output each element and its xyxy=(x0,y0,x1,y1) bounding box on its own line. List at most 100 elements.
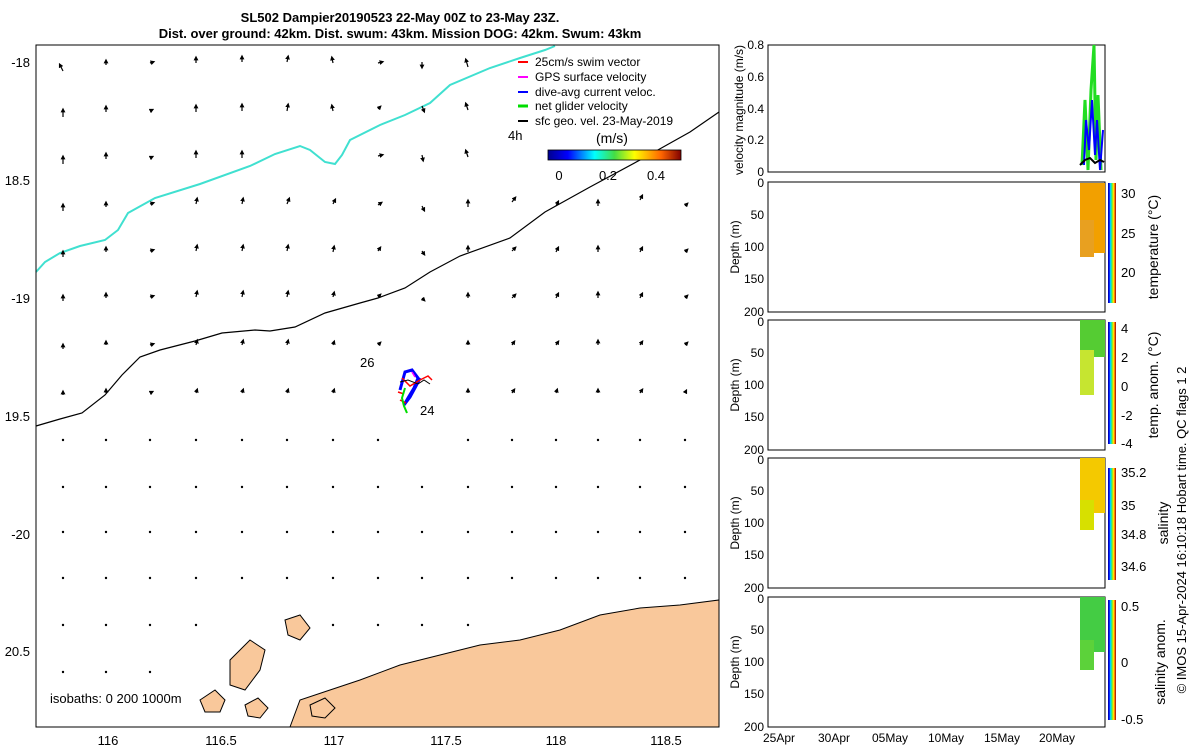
vector-dot xyxy=(104,530,108,534)
vector-dot xyxy=(285,485,289,489)
vector xyxy=(638,340,644,346)
vector-dot xyxy=(148,485,152,489)
vector xyxy=(376,293,382,299)
colorbar-tick: 0 xyxy=(555,168,562,183)
vector xyxy=(330,103,335,112)
velocity-series-blue xyxy=(1083,99,1104,171)
x-tick-label: 118.5 xyxy=(650,733,682,748)
sal-anom-tick: 0.5 xyxy=(1121,599,1139,614)
vector-dot xyxy=(61,670,65,674)
depth-ylabel: Depth (m) xyxy=(728,358,742,411)
velocity-tick: 0 xyxy=(757,165,764,179)
date-tick: 10May xyxy=(928,731,964,745)
gps-velocity xyxy=(411,371,416,378)
glider-track xyxy=(397,368,433,414)
vector-dot xyxy=(148,438,152,442)
temperature-tick: 30 xyxy=(1121,186,1135,201)
land-area xyxy=(289,599,720,728)
vector-dot xyxy=(240,438,244,442)
vector xyxy=(149,201,156,207)
vector-dot xyxy=(466,576,470,580)
sal-anom-panel[interactable] xyxy=(767,596,1116,728)
panel-x-axis: 25Apr 30Apr 05May 10May 15May 20May xyxy=(763,731,1075,745)
vector xyxy=(148,155,155,161)
vector xyxy=(683,202,689,208)
salinity-frame xyxy=(767,457,1106,589)
vector-dot xyxy=(148,623,152,627)
vector-dot xyxy=(194,623,198,627)
temperature-frame xyxy=(767,181,1106,313)
depth-ylabels: Depth (m) Depth (m) Depth (m) Depth (m) xyxy=(728,220,742,688)
temp-anom-panel[interactable] xyxy=(767,319,1116,451)
temperature-label: temperature (°C) xyxy=(1145,195,1161,299)
vector xyxy=(464,148,470,158)
vector xyxy=(420,296,426,302)
date-tick: 05May xyxy=(872,731,908,745)
velocity-series-black xyxy=(1079,156,1105,166)
vector-dot xyxy=(331,530,335,534)
vector xyxy=(240,196,245,205)
credit-text: © IMOS 15-Apr-2024 16:10:18 Hobart time.… xyxy=(1174,367,1189,694)
velocity-tick: 0.4 xyxy=(747,102,764,116)
vector-dot xyxy=(285,438,289,442)
island xyxy=(199,689,226,713)
velocity-ylabel: velocity magnitude (m/s) xyxy=(732,45,746,175)
island xyxy=(284,614,311,641)
vector-dot xyxy=(638,530,642,534)
vector xyxy=(285,289,290,298)
vector xyxy=(148,390,155,396)
track-hours-label: 4h xyxy=(508,128,522,143)
track-line xyxy=(399,379,431,385)
vector-dot xyxy=(61,438,65,442)
vector-dot xyxy=(466,530,470,534)
velocity-panel[interactable]: 0.8 0.6 0.4 0.2 0 velocity magnitude (m/… xyxy=(732,38,1106,179)
vector-dot xyxy=(240,485,244,489)
depth-tick: 0 xyxy=(757,592,764,606)
vector-dot xyxy=(420,576,424,580)
salinity-tick: 34.6 xyxy=(1121,559,1146,574)
dive-avg-current xyxy=(398,368,422,406)
vector-dot xyxy=(466,485,470,489)
temperature-panel[interactable] xyxy=(767,181,1116,313)
depth-tick: 100 xyxy=(744,516,764,530)
vector xyxy=(148,108,155,114)
vector-dot xyxy=(104,438,108,442)
vector xyxy=(511,246,517,252)
temp-anom-tick: 2 xyxy=(1121,350,1128,365)
vector xyxy=(420,105,426,114)
depth-tick: 100 xyxy=(744,655,764,669)
velocity-frame xyxy=(767,44,1106,173)
depth-tick: 200 xyxy=(744,581,764,595)
vector xyxy=(149,60,156,66)
track-label-start: 26 xyxy=(360,355,374,370)
vector xyxy=(377,201,383,207)
vector-dot xyxy=(683,576,687,580)
vector-dot xyxy=(683,530,687,534)
vector xyxy=(239,387,245,394)
temperature-tick: 25 xyxy=(1121,226,1135,241)
salinity-tick: 34.8 xyxy=(1121,527,1146,542)
depth-ylabel: Depth (m) xyxy=(728,496,742,549)
title-line-2: Dist. over ground: 42km. Dist. swum: 43k… xyxy=(158,26,642,41)
velocity-tick: 0.2 xyxy=(747,133,764,147)
vector xyxy=(553,387,559,394)
vector xyxy=(683,248,689,254)
vector xyxy=(149,342,156,348)
map-frame xyxy=(35,44,720,728)
vector-dot xyxy=(510,438,514,442)
vector xyxy=(376,341,382,347)
depth-tick: 100 xyxy=(744,240,764,254)
temp-anom-label: temp. anom. (°C) xyxy=(1145,332,1161,439)
vector xyxy=(194,289,199,298)
sal-anom-label: salinity anom. xyxy=(1152,619,1168,705)
y-tick-label: 20.5 xyxy=(5,644,30,659)
vector-dot xyxy=(194,438,198,442)
vector-dot xyxy=(596,438,600,442)
vector-dot xyxy=(331,438,335,442)
vector-dot xyxy=(285,576,289,580)
sal-anom-data-lower xyxy=(1080,640,1094,670)
date-tick: 30Apr xyxy=(818,731,850,745)
salinity-panel[interactable] xyxy=(767,457,1116,589)
vector-dot xyxy=(554,530,558,534)
